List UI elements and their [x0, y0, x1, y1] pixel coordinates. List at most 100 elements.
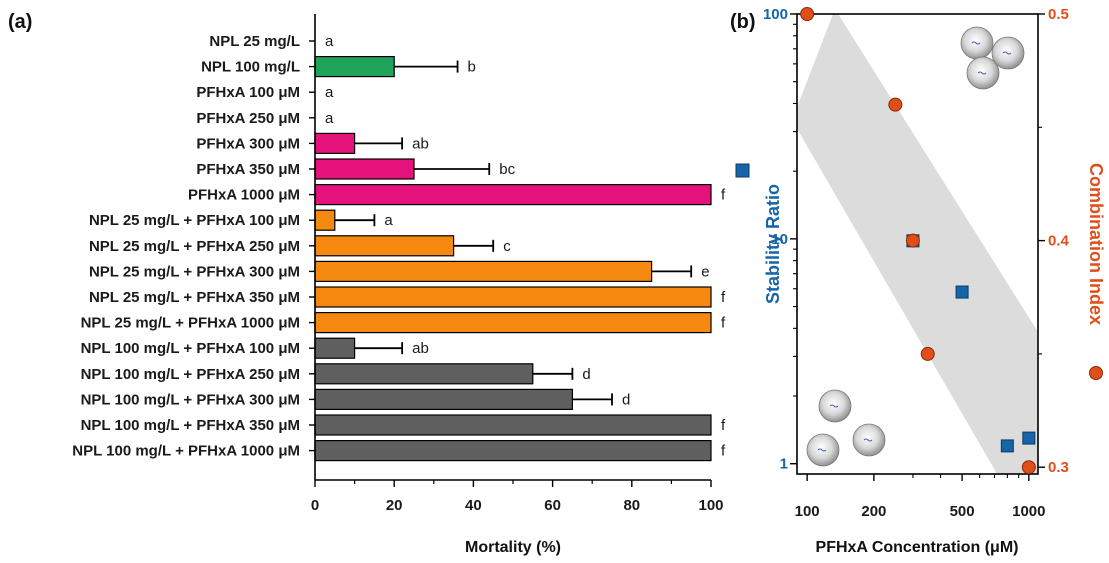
left-y-tick-label: 1 [780, 456, 788, 473]
stability-ratio-legend-marker [735, 163, 750, 178]
panel-b-scatter-chart: (b) 100 200 500 1000 1 10 100 0.3 0.4 0.5 PFHxA C… [730, 6, 1106, 556]
particle-squiggle [971, 41, 981, 45]
bar [314, 132, 356, 154]
category-label: NPL 25 mg/L + PFHxA 350 μM [89, 289, 300, 306]
x-tick-label: 1000 [1012, 503, 1045, 520]
particle-icon [966, 56, 1000, 90]
particle-squiggle [863, 438, 873, 442]
bar [314, 414, 712, 436]
x-tick-label: 20 [386, 497, 403, 514]
bar [314, 286, 712, 308]
plot-frame [796, 13, 1039, 475]
significance-letter: b [468, 59, 476, 76]
category-label: NPL 25 mg/L + PFHxA 250 μM [89, 238, 300, 255]
particle-squiggle [829, 404, 839, 408]
category-label: NPL 100 mg/L + PFHxA 250 μM [81, 366, 300, 383]
particle-illustrations [806, 26, 1025, 467]
bar [314, 337, 356, 359]
combination-index-point [800, 7, 815, 21]
bar [314, 184, 712, 206]
right-y-tick-label: 0.5 [1048, 6, 1069, 23]
x-tick-label: 0 [311, 497, 319, 514]
particle-icon [960, 26, 994, 60]
x-axis: 0 20 40 60 80 100 [309, 14, 724, 514]
significance-letter: a [325, 33, 334, 50]
category-labels: NPL 25 mg/L NPL 100 mg/L PFHxA 100 μM PFHxA… [72, 33, 300, 460]
particle-icon [806, 433, 840, 467]
significance-letter: ab [412, 135, 429, 152]
significance-letter: d [582, 366, 590, 383]
data-points [800, 7, 1036, 475]
axes [790, 13, 1045, 481]
significance-letter: e [701, 263, 709, 280]
panel-b-label: (b) [730, 11, 756, 33]
category-label: NPL 100 mg/L + PFHxA 1000 μM [72, 443, 300, 460]
left-y-tick-label: 10 [771, 231, 788, 248]
left-y-axis-title: Stability Ratio [763, 184, 783, 304]
combination-index-point [920, 346, 935, 361]
category-label: PFHxA 100 μM [196, 84, 300, 101]
tick-labels: 100 200 500 1000 1 10 100 0.3 0.4 0.5 [763, 6, 1070, 520]
stability-ratio-point [1022, 431, 1036, 445]
significance-letter: a [384, 212, 393, 229]
significance-letter: f [721, 417, 726, 434]
particle-squiggle [977, 71, 987, 75]
category-label: PFHxA 300 μM [196, 135, 300, 152]
x-tick-label: 500 [950, 503, 975, 520]
x-tick-label: 100 [795, 503, 820, 520]
category-label: NPL 25 mg/L + PFHxA 100 μM [89, 212, 300, 229]
right-y-tick-label: 0.3 [1048, 459, 1069, 476]
category-label: PFHxA 1000 μM [188, 187, 300, 204]
x-tick-label: 60 [544, 497, 561, 514]
x-tick-label: 40 [465, 497, 482, 514]
panel-a-label: (a) [8, 11, 32, 33]
category-label: NPL 100 mg/L [201, 59, 300, 76]
bar [314, 260, 653, 282]
x-axis-title: Mortality (%) [465, 539, 561, 556]
bar [314, 158, 415, 180]
category-label: NPL 100 mg/L + PFHxA 350 μM [81, 417, 300, 434]
x-axis-title: PFHxA Concentration (μM) [816, 539, 1019, 556]
significance-letter: a [325, 110, 334, 127]
right-y-axis-title: Combination Index [1086, 163, 1106, 325]
right-y-tick-label: 0.4 [1048, 233, 1070, 250]
significance-letter: f [721, 187, 726, 204]
left-y-tick-label: 100 [763, 6, 788, 23]
category-label: PFHxA 350 μM [196, 161, 300, 178]
significance-letter: a [325, 84, 334, 101]
x-tick-label: 100 [698, 497, 723, 514]
category-label: NPL 25 mg/L [209, 33, 300, 50]
significance-letter: bc [499, 161, 515, 178]
significance-letter: f [721, 443, 726, 460]
bar [314, 209, 336, 231]
category-label: NPL 100 mg/L + PFHxA 100 μM [81, 340, 300, 357]
combination-index-legend-marker [1089, 366, 1103, 380]
bar [314, 363, 534, 385]
significance-letter: d [622, 391, 630, 408]
combination-index-point [905, 233, 920, 248]
significance-letter: ab [412, 340, 429, 357]
category-label: NPL 25 mg/L + PFHxA 1000 μM [81, 315, 300, 332]
particle-squiggle [1002, 51, 1012, 55]
x-tick-label: 200 [861, 503, 886, 520]
bar [314, 440, 712, 462]
legend-markers [735, 163, 1103, 380]
significance-letter: f [721, 289, 726, 306]
category-label: NPL 100 mg/L + PFHxA 300 μM [81, 391, 300, 408]
significance-letter: f [721, 315, 726, 332]
bar [314, 235, 455, 257]
particle-icon [991, 36, 1025, 70]
stability-ratio-point [955, 285, 969, 299]
bar [314, 312, 712, 334]
category-label: NPL 25 mg/L + PFHxA 300 μM [89, 263, 300, 280]
category-label: PFHxA 250 μM [196, 110, 300, 127]
particle-icon [818, 389, 852, 423]
bar [314, 55, 395, 78]
x-tick-label: 80 [623, 497, 640, 514]
particle-icon [852, 423, 886, 457]
combination-index-point [888, 97, 903, 112]
particle-squiggle [817, 448, 827, 452]
significance-letter: c [503, 238, 511, 255]
